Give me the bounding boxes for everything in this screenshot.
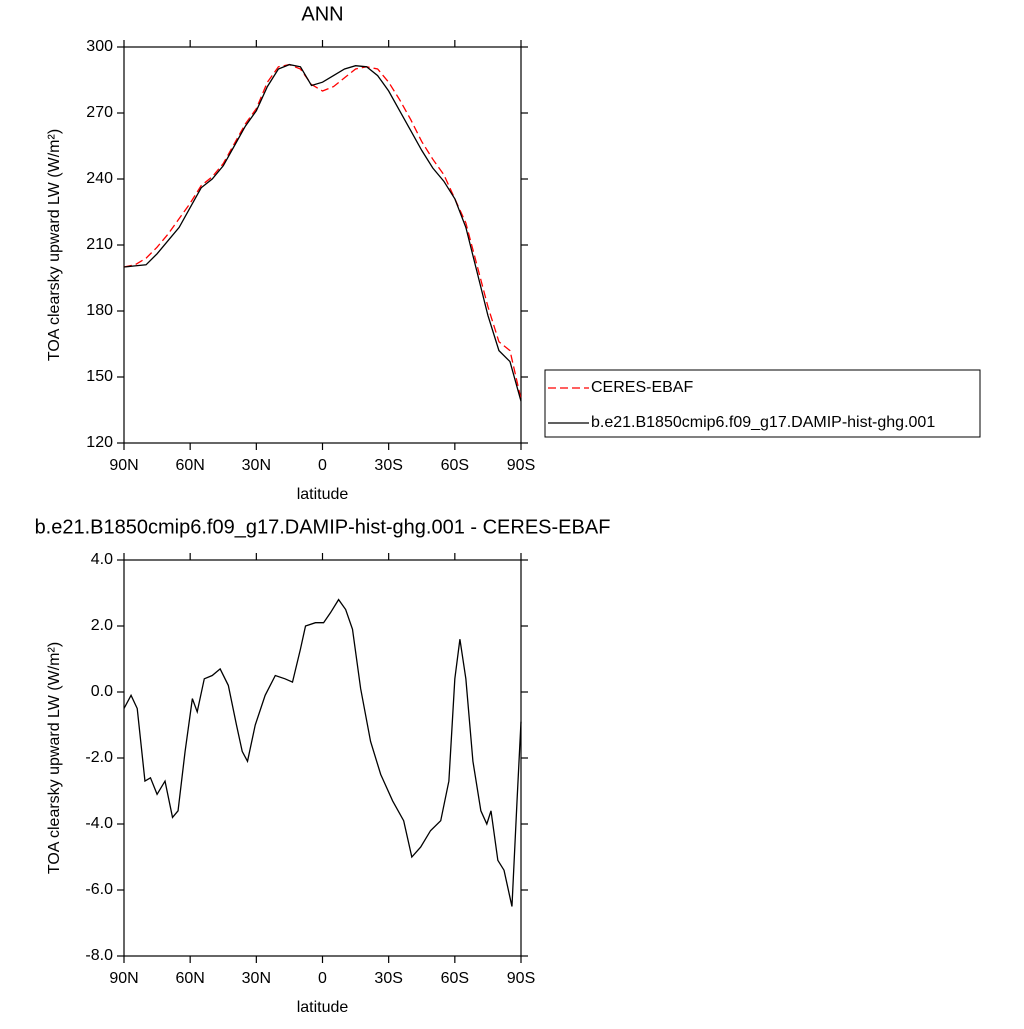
legend-box — [544, 369, 981, 438]
x-tick-label: 60S — [441, 457, 469, 474]
x-tick-label: 90S — [507, 970, 535, 987]
y-tick-label: 180 — [86, 302, 113, 319]
data-line — [123, 63, 522, 402]
y-tick-label: -8.0 — [85, 947, 113, 964]
y-tick-label: -2.0 — [85, 749, 113, 766]
data-line — [123, 598, 522, 907]
x-tick-label: 30N — [242, 970, 271, 987]
x-tick-label: 60N — [175, 457, 204, 474]
y-tick-label: 210 — [86, 236, 113, 253]
y-tick-label: 120 — [86, 434, 113, 451]
x-axis-label: latitude — [297, 486, 349, 503]
plot-frame — [123, 46, 522, 444]
x-tick-label: 90N — [109, 457, 138, 474]
x-tick-label: 0 — [318, 457, 327, 474]
x-tick-label: 60N — [175, 970, 204, 987]
data-line — [123, 63, 522, 400]
legend-label: CERES-EBAF — [591, 379, 693, 396]
x-tick-label: 30N — [242, 457, 271, 474]
chart-title: b.e21.B1850cmip6.f09_g17.DAMIP-hist-ghg.… — [35, 516, 611, 538]
x-tick-label: 30S — [374, 970, 402, 987]
y-tick-label: 270 — [86, 104, 113, 121]
x-tick-label: 0 — [318, 970, 327, 987]
y-axis-label: TOA clearsky upward LW (W/m²) — [46, 129, 63, 361]
y-tick-label: 150 — [86, 368, 113, 385]
y-tick-label: -4.0 — [85, 815, 113, 832]
x-axis-label: latitude — [297, 999, 349, 1016]
legend: CERES-EBAF b.e21.B1850cmip6.f09_g17.DAMIP… — [544, 369, 981, 438]
x-tick-label: 90N — [109, 970, 138, 987]
legend-label: b.e21.B1850cmip6.f09_g17.DAMIP-hist-ghg.… — [591, 414, 935, 431]
y-tick-label: 0.0 — [91, 683, 113, 700]
plot-frame — [123, 559, 522, 957]
x-tick-label: 30S — [374, 457, 402, 474]
x-tick-label: 90S — [507, 457, 535, 474]
y-tick-label: 2.0 — [91, 617, 113, 634]
x-tick-label: 60S — [441, 970, 469, 987]
chart-title: ANN — [301, 3, 343, 25]
y-tick-label: 300 — [86, 38, 113, 55]
y-tick-label: 240 — [86, 170, 113, 187]
y-tick-label: 4.0 — [91, 551, 113, 568]
y-tick-label: -6.0 — [85, 881, 113, 898]
y-axis-label: TOA clearsky upward LW (W/m²) — [46, 642, 63, 874]
